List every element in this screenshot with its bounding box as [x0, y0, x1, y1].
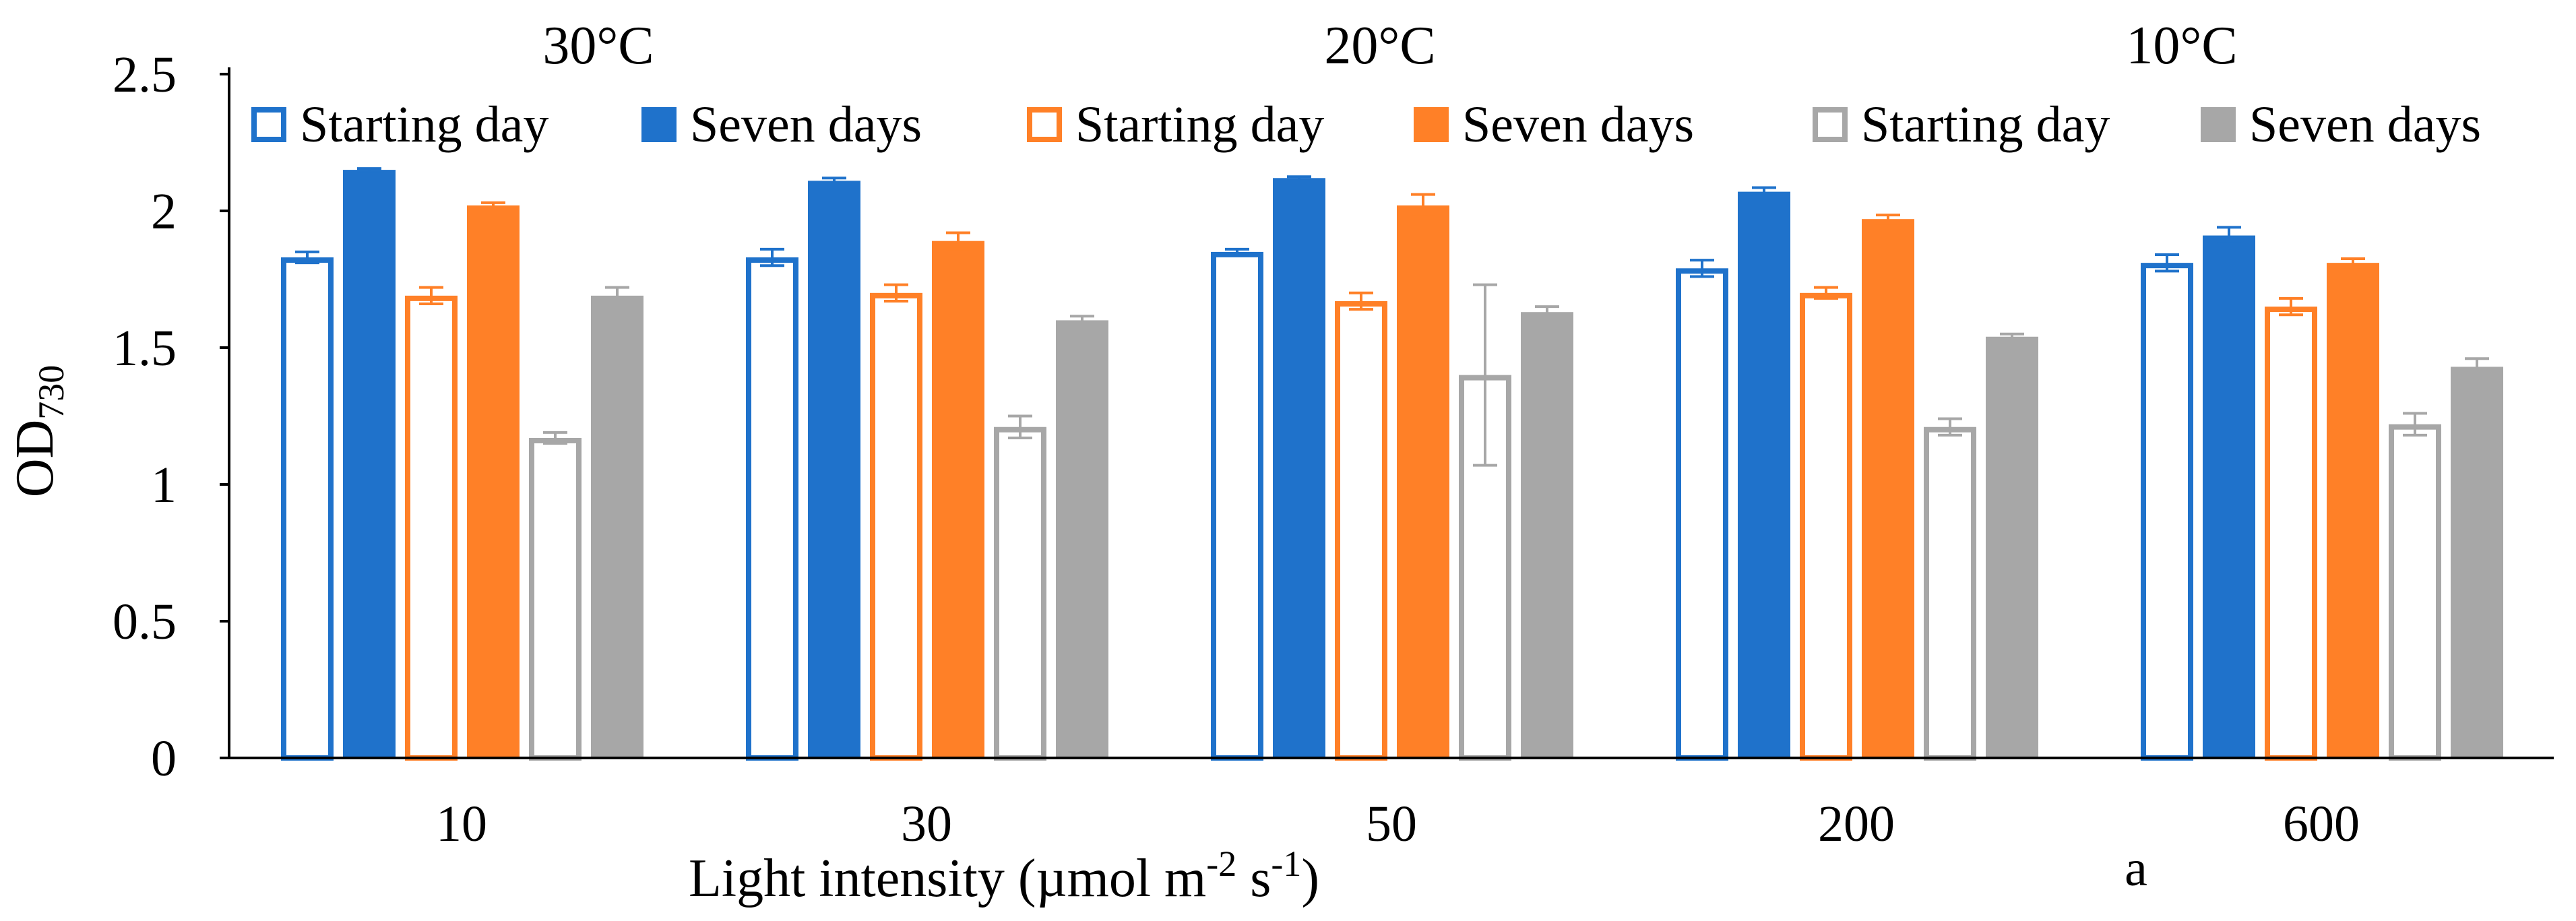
legend-label: Starting day	[1075, 96, 1324, 153]
x-tick-label: 200	[1818, 796, 1895, 852]
temperature-label: 10°C	[2126, 16, 2237, 75]
bar	[1397, 205, 1449, 758]
bar	[1056, 320, 1108, 758]
bar	[343, 170, 396, 759]
y-tick-label: 1	[151, 457, 177, 513]
bar	[1335, 300, 1387, 761]
legend-label: Starting day	[1861, 96, 2110, 153]
x-axis-title-end: )	[1301, 849, 1319, 908]
x-tick-label: 600	[2283, 796, 2360, 852]
bar	[2265, 307, 2317, 761]
bar	[1738, 191, 1790, 759]
panel-label: a	[2125, 840, 2147, 897]
y-axis-title: OD730	[5, 365, 71, 498]
temperature-label: 30°C	[542, 16, 654, 75]
bar	[2203, 235, 2255, 758]
bar	[591, 295, 643, 758]
axes-layer	[220, 67, 2554, 759]
x-axis-title: Light intensity (µmol m-2 s-1)	[689, 844, 1319, 908]
legend-label: Seven days	[1462, 96, 1694, 153]
legend-label: Seven days	[2249, 96, 2481, 153]
bar	[1924, 426, 1976, 761]
bar	[281, 257, 334, 761]
bar	[1273, 178, 1325, 758]
bar	[2389, 424, 2441, 761]
x-tick-label: 30	[901, 796, 952, 852]
bar	[1676, 268, 1728, 761]
legend-swatch	[641, 107, 677, 142]
bar	[1800, 292, 1852, 761]
bar	[808, 181, 860, 759]
x-axis-title-mid: s	[1236, 849, 1271, 908]
y-axis-title-subscript: 730	[31, 365, 71, 420]
legend-swatch	[1027, 107, 1062, 142]
bar	[932, 241, 984, 758]
y-axis-title-main: OD	[5, 420, 65, 498]
legend-item: Seven days	[1414, 96, 1694, 153]
bar	[746, 257, 798, 761]
y-tick-label: 2	[151, 183, 177, 240]
legend-swatch	[251, 107, 286, 142]
x-axis-title-sup2: -1	[1271, 844, 1301, 884]
legend-item: Starting day	[1813, 96, 2110, 153]
x-axis-title-sup1: -2	[1206, 844, 1236, 884]
legend-item: Seven days	[2201, 96, 2481, 153]
legend-item: Seven days	[641, 96, 922, 153]
legend-item: Starting day	[1027, 96, 1324, 153]
bar	[467, 205, 520, 758]
legend: Starting day Seven days Starting day Seven …	[251, 96, 2481, 153]
bar	[2451, 367, 2503, 758]
bar	[529, 437, 582, 761]
legend-label: Seven days	[690, 96, 922, 153]
legend-label: Starting day	[300, 96, 548, 153]
bar	[1211, 251, 1263, 761]
legend-swatch	[1813, 107, 1848, 142]
temperature-label: 20°C	[1324, 16, 1435, 75]
legend-swatch	[2201, 107, 2236, 142]
legend-swatch	[1414, 107, 1449, 142]
bar	[1862, 219, 1914, 758]
bar	[1521, 312, 1573, 759]
bar	[1986, 336, 2038, 758]
bar	[405, 295, 458, 761]
x-tick-label: 10	[436, 796, 487, 852]
bar	[994, 426, 1046, 761]
bars-layer	[281, 167, 2503, 761]
x-tick-label: 50	[1366, 796, 1417, 852]
y-tick-label: 0	[151, 730, 177, 787]
y-tick-label: 1.5	[113, 320, 177, 377]
bar	[2327, 263, 2379, 758]
bar	[2141, 263, 2193, 761]
bar	[870, 292, 922, 761]
labels-layer: OD730 Light intensity (µmol m-2 s-1) a 1…	[5, 16, 2360, 908]
x-axis-title-main: Light intensity (µmol m	[689, 849, 1206, 908]
y-tick-label: 0.5	[113, 594, 177, 650]
legend-item: Starting day	[251, 96, 548, 153]
y-tick-label: 2.5	[113, 46, 177, 103]
